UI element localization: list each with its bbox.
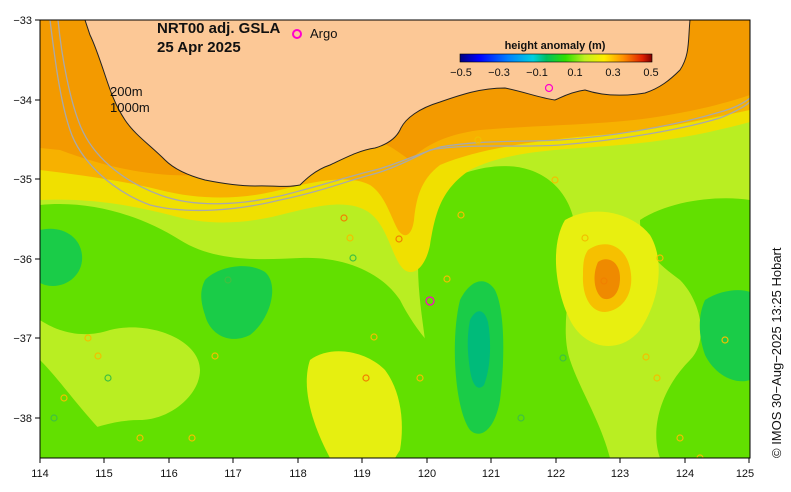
argo-float xyxy=(474,136,482,144)
lon-tick-label: 117 xyxy=(224,468,242,480)
colorbar-tick: −0.3 xyxy=(488,67,510,79)
argo-float xyxy=(653,374,661,382)
lat-tick-label: −33 xyxy=(13,15,32,27)
argo-float xyxy=(544,83,554,93)
orange-core-122 xyxy=(594,259,620,300)
argo-float xyxy=(559,354,567,362)
lon-tick-label: 121 xyxy=(482,468,500,480)
eddy-core-west xyxy=(40,228,83,286)
lat-tick-label: −37 xyxy=(13,333,32,345)
colorbar-tick: 0.1 xyxy=(567,67,582,79)
argo-float xyxy=(84,334,92,342)
colorbar-tick: −0.5 xyxy=(450,67,472,79)
coastline xyxy=(84,20,691,187)
argo-float xyxy=(346,234,354,242)
green-band-west xyxy=(40,204,540,458)
isobath-label-200: 200m xyxy=(110,84,143,99)
argo-float xyxy=(517,414,525,422)
argo-float xyxy=(104,374,112,382)
isobath-lines xyxy=(49,20,750,212)
lat-tick-label: −35 xyxy=(13,174,32,186)
isobath-label-1000: 1000m xyxy=(110,100,150,115)
credit-text: © IMOS 30−Aug−2025 13:25 Hobart xyxy=(769,247,784,458)
argo-float xyxy=(370,333,378,341)
yellow-patch-119 xyxy=(306,351,402,458)
lon-tick-label: 123 xyxy=(611,468,629,480)
green-region-east xyxy=(640,198,750,458)
argo-float xyxy=(395,235,403,243)
argo-float xyxy=(581,234,589,242)
colorbar-tick: 0.3 xyxy=(605,67,620,79)
lon-tick-label: 115 xyxy=(95,468,113,480)
colorbar-gradient xyxy=(459,53,653,63)
argo-float xyxy=(551,176,559,184)
green-core-121-south xyxy=(467,311,491,388)
argo-floats xyxy=(50,83,729,458)
argo-float xyxy=(721,336,729,344)
colorbar: height anomaly (m) −0.5 −0.3 −0.1 0.1 0.… xyxy=(450,40,659,79)
map-title: NRT00 adj. GSLA xyxy=(157,20,281,37)
lat-tick-label: −34 xyxy=(13,95,32,107)
eddy-core-124 xyxy=(699,290,750,382)
lon-tick-label: 114 xyxy=(31,468,49,480)
colorbar-tick: −0.1 xyxy=(526,67,548,79)
argo-float xyxy=(188,434,196,442)
colorbar-tick: 0.5 xyxy=(643,67,658,79)
plot-area xyxy=(40,20,750,458)
lon-tick-label: 119 xyxy=(353,468,371,480)
colorbar-title: height anomaly (m) xyxy=(505,40,606,52)
argo-float xyxy=(696,454,704,458)
argo-float xyxy=(676,434,684,442)
eddy-core-117 xyxy=(201,266,273,339)
argo-float xyxy=(457,211,465,219)
argo-float xyxy=(600,277,608,285)
green-region-southwest xyxy=(40,360,120,458)
argo-float xyxy=(656,254,664,262)
latitude-axis: −33 −34 −35 −36 −37 −38 xyxy=(13,15,40,425)
argo-float xyxy=(349,254,357,262)
lon-tick-label: 120 xyxy=(418,468,436,480)
lon-tick-label: 124 xyxy=(676,468,694,480)
argo-float xyxy=(340,214,348,222)
argo-float xyxy=(425,296,435,306)
lon-tick-label: 122 xyxy=(547,468,565,480)
lon-tick-label: 118 xyxy=(289,468,307,480)
lat-tick-label: −36 xyxy=(13,254,32,266)
lon-tick-label: 116 xyxy=(160,468,178,480)
lon-tick-label: 125 xyxy=(736,468,754,480)
argo-float xyxy=(362,374,370,382)
argo-legend-marker xyxy=(292,29,302,39)
map-date: 25 Apr 2025 xyxy=(157,39,241,56)
plot-frame xyxy=(39,19,751,459)
argo-float xyxy=(50,414,58,422)
argo-float xyxy=(94,352,102,360)
argo-float xyxy=(642,353,650,361)
argo-legend-label: Argo xyxy=(310,26,337,41)
argo-float xyxy=(443,275,451,283)
argo-float xyxy=(60,394,68,402)
longitude-axis: 114 115 116 117 118 119 120 121 122 123 … xyxy=(31,458,754,480)
argo-float xyxy=(211,352,219,360)
lat-tick-label: −38 xyxy=(13,413,32,425)
argo-float xyxy=(136,434,144,442)
argo-float xyxy=(224,276,232,284)
argo-float xyxy=(416,374,424,382)
